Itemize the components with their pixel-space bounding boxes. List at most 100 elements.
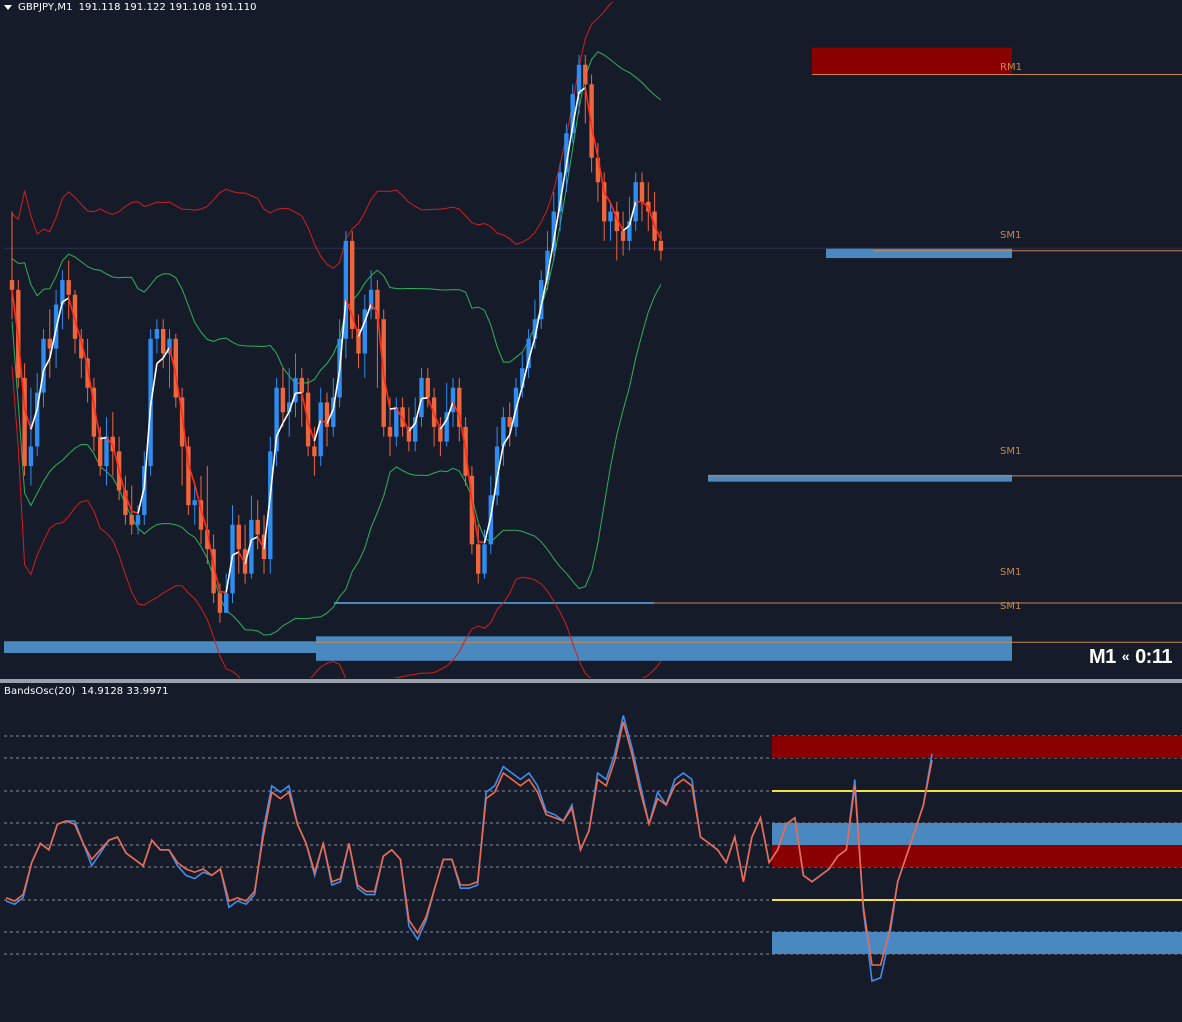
- level-label-sm1-b: SM1: [1000, 446, 1022, 457]
- trend-segment-up: [527, 337, 536, 361]
- trend-segment-down: [395, 407, 404, 419]
- trend-segment-up: [508, 408, 517, 436]
- candle-body: [444, 412, 449, 442]
- chart-header: GBPJPY,M1 191.118 191.122 191.108 191.110: [4, 2, 263, 13]
- trend-segment-up: [143, 405, 152, 488]
- trend-segment-down: [187, 464, 196, 485]
- candle-body: [154, 329, 160, 339]
- trend-segment-up: [439, 419, 448, 430]
- trend-segment-up: [559, 164, 568, 204]
- trend-segment-up: [414, 398, 423, 424]
- pane-divider[interactable]: [0, 679, 1182, 683]
- trend-segment-up: [313, 419, 322, 442]
- candle-body: [192, 500, 197, 506]
- trend-segment-up: [565, 125, 574, 165]
- trend-segment-up: [578, 87, 586, 93]
- support-zone-main: [316, 636, 1012, 661]
- candle-body: [179, 397, 185, 447]
- candle-body: [186, 446, 191, 506]
- trend-segment-up: [628, 201, 637, 226]
- candle-body: [255, 519, 260, 535]
- trend-segment-up: [225, 555, 234, 593]
- candle-body: [22, 377, 27, 467]
- candle-body: [161, 329, 166, 354]
- candle-body: [406, 426, 412, 442]
- candle-body: [450, 387, 456, 413]
- level-label-sm1-d: SM1: [1000, 601, 1022, 612]
- trend-segment-down: [238, 551, 246, 565]
- candle-body: [570, 94, 575, 134]
- trend-segment-down: [584, 87, 593, 127]
- candle-body: [387, 426, 393, 437]
- candle-body: [9, 280, 15, 290]
- candle-body: [520, 368, 525, 388]
- trend-segment-down: [370, 303, 379, 313]
- trend-segment-down: [193, 483, 202, 510]
- candle-body: [620, 231, 626, 241]
- trend-segment-down: [603, 191, 612, 204]
- candle-body: [476, 544, 481, 574]
- trend-segment-down: [452, 401, 461, 417]
- upper-red-band: [11, 2, 614, 269]
- ohlc-readout: 191.118 191.122 191.108 191.110: [78, 2, 257, 13]
- candle-body: [167, 338, 172, 354]
- trend-segment-up: [100, 436, 107, 440]
- trend-segment-down: [212, 565, 221, 592]
- trend-segment-down: [471, 501, 479, 542]
- trend-segment-down: [124, 494, 133, 512]
- candle-body: [135, 514, 141, 525]
- trend-segment-down: [401, 418, 410, 432]
- candle-body: [589, 84, 594, 158]
- candle-body: [236, 524, 241, 550]
- oscillator-pane[interactable]: [4, 683, 1182, 1020]
- candle-body: [91, 387, 97, 437]
- trend-segment-up: [571, 92, 580, 126]
- level-label-rm1: RM1: [1000, 62, 1022, 73]
- level-label-sm1-c: SM1: [1000, 567, 1022, 578]
- candle-body: [576, 64, 582, 95]
- candle-body: [419, 377, 424, 418]
- trend-segment-up: [534, 305, 542, 338]
- candle-body: [551, 211, 556, 251]
- candle-body: [72, 294, 78, 339]
- candle-body: [356, 329, 361, 354]
- trend-segment-down: [641, 201, 649, 208]
- trend-segment-up: [263, 495, 272, 550]
- candle-body: [268, 451, 273, 560]
- trend-segment-up: [553, 202, 561, 241]
- trend-segment-up: [364, 303, 372, 322]
- timer-chevron-icon: «: [1121, 648, 1130, 664]
- dropdown-triangle-icon[interactable]: [4, 4, 12, 10]
- candle-body: [98, 436, 103, 467]
- trend-segment-down: [131, 510, 139, 515]
- trend-segment-up: [30, 408, 38, 430]
- trend-segment-up: [408, 422, 416, 432]
- candle-body: [217, 593, 223, 613]
- candle-body: [532, 319, 538, 339]
- candle-body: [198, 500, 204, 530]
- trend-segment-down: [590, 126, 599, 158]
- trend-segment-up: [282, 411, 290, 424]
- osc-oversold-zone: [772, 932, 1182, 954]
- trend-segment-up: [55, 301, 64, 329]
- trend-segment-up: [137, 487, 146, 514]
- trend-segment-down: [74, 320, 83, 342]
- candle-body: [249, 519, 254, 574]
- trend-segment-down: [458, 415, 467, 449]
- candle-body: [35, 392, 40, 447]
- price-chart-pane[interactable]: [4, 2, 1182, 678]
- trend-segment-up: [490, 477, 498, 517]
- trend-segment-up: [332, 370, 341, 410]
- candle-body: [608, 211, 613, 222]
- trend-segment-up: [515, 386, 524, 410]
- trend-segment-up: [162, 347, 171, 359]
- support-zone-mid: [708, 474, 1012, 482]
- candle-body: [79, 338, 84, 359]
- price-chart-svg: [4, 2, 1182, 678]
- trend-segment-down: [219, 590, 227, 594]
- trend-segment-down: [647, 206, 656, 226]
- candle-body: [60, 280, 65, 305]
- candle-body: [394, 407, 399, 437]
- resistance-zone: [812, 47, 1012, 75]
- candle-body: [205, 529, 210, 550]
